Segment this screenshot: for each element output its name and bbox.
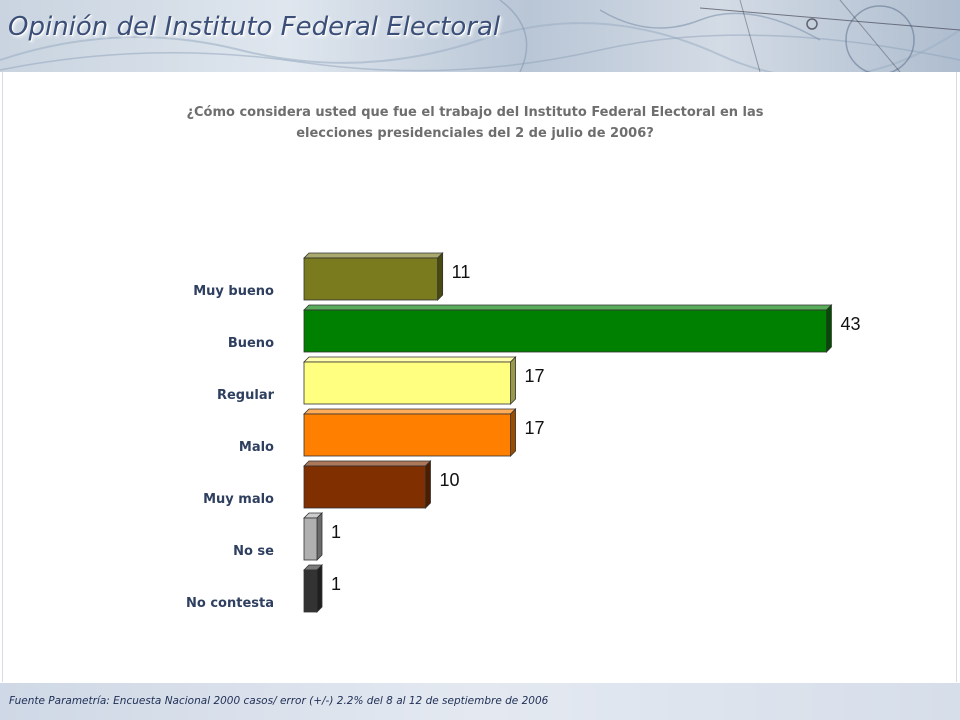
bar	[303, 309, 827, 353]
header-banner: Opinión del Instituto Federal Electoral	[0, 0, 960, 72]
bar-side-face	[510, 408, 516, 457]
bar-side-face	[437, 252, 444, 301]
category-label: Malo	[239, 440, 274, 455]
bar-side-face	[425, 460, 431, 509]
page-title: Opinión del Instituto Federal Electoral	[8, 12, 501, 42]
bar	[303, 517, 318, 561]
bar-group: Bueno 43	[228, 304, 860, 353]
value-label: 17	[525, 418, 545, 438]
category-label: Bueno	[228, 336, 274, 351]
bar-top-face	[303, 408, 517, 415]
bar-group: Muy malo 10	[203, 460, 460, 509]
category-label: No se	[233, 544, 274, 559]
bar-side-face	[316, 564, 323, 613]
bar-top-face	[303, 304, 833, 311]
bar-group: No se 1	[233, 512, 341, 561]
value-label: 10	[440, 470, 460, 490]
bar	[303, 465, 426, 509]
category-label: Muy malo	[203, 492, 274, 507]
bar	[303, 569, 318, 613]
value-label: 17	[525, 366, 545, 386]
source-note: Fuente Parametría: Encuesta Nacional 200…	[9, 695, 549, 707]
content-frame	[2, 72, 957, 682]
bar	[303, 257, 439, 301]
bar-top-face	[303, 356, 517, 363]
bar	[303, 413, 511, 457]
category-label: Muy bueno	[193, 284, 274, 299]
bar-group: No contesta 1	[186, 564, 341, 613]
bar-side-face	[316, 512, 323, 561]
value-label: 43	[840, 314, 860, 334]
category-label: Regular	[217, 388, 275, 403]
bar-side-face	[826, 304, 832, 353]
bar	[303, 361, 511, 405]
bar-top-face	[303, 460, 432, 467]
footer-bar: Fuente Parametría: Encuesta Nacional 200…	[0, 683, 960, 720]
value-label: 1	[331, 522, 341, 542]
bar-group: Malo 17	[239, 408, 545, 457]
bar-side-face	[510, 356, 516, 405]
bar-top-face	[303, 252, 444, 259]
bar-group: Regular 17	[217, 356, 545, 405]
value-label: 1	[331, 574, 341, 594]
category-label: No contesta	[186, 596, 274, 611]
bar-group: Muy bueno 11	[193, 252, 471, 301]
chart-question: ¿Cómo considera usted que fue el trabajo…	[186, 105, 764, 141]
banner-decoration	[0, 0, 960, 72]
value-label: 11	[452, 262, 471, 282]
